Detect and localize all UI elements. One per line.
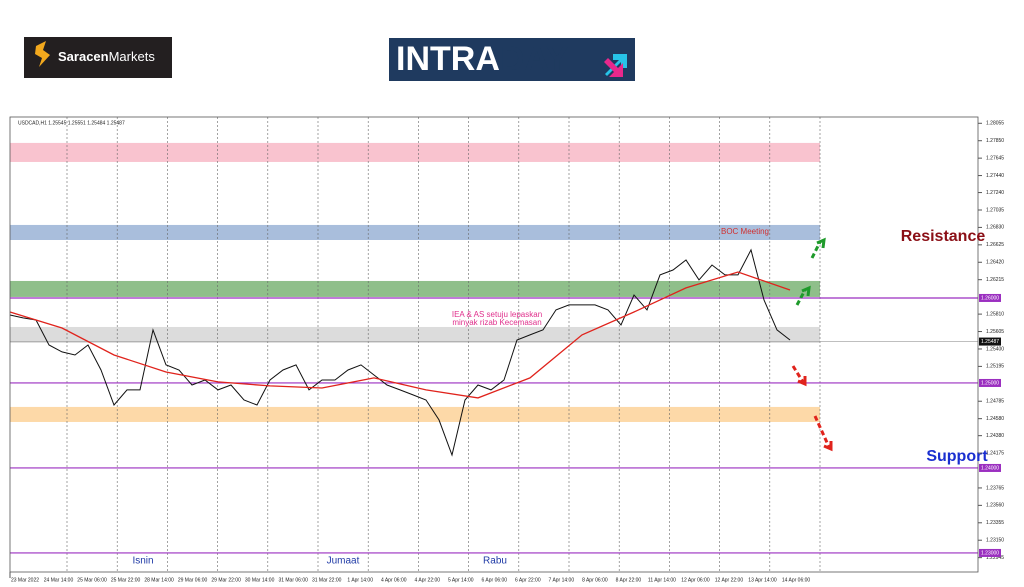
chart-header: USDCAD,H1 1.25545 1.25551 1.25484 1.2548… [18, 120, 125, 126]
badge-a: INTRA [396, 40, 500, 78]
y-tick-label: 1.23560 [986, 503, 1004, 509]
event-annotation: BOC Meeting [721, 227, 769, 236]
arrow-head [823, 441, 833, 452]
broker-name-b: Markets [109, 49, 156, 64]
x-tick-label: 31 Mar 06:00 [278, 577, 308, 583]
x-tick-label: 31 Mar 22:00 [312, 577, 342, 583]
x-tick-label: 6 Apr 22:00 [515, 577, 541, 583]
y-tick-label: 1.27850 [986, 138, 1004, 144]
broker-logo [24, 37, 172, 78]
x-tick-label: 11 Apr 14:00 [648, 577, 676, 583]
day-label: Isnin [132, 556, 153, 567]
y-tick-label: 1.24175 [986, 450, 1004, 456]
arrow-up [810, 241, 822, 259]
broker-icon [35, 41, 50, 67]
y-tick-label: 1.22945 [986, 555, 1004, 561]
badge-b-text: DAY [500, 40, 569, 78]
y-tick-label: 1.26420 [986, 260, 1004, 266]
y-tick-label: 1.24380 [986, 433, 1004, 439]
x-tick-label: 13 Apr 14:00 [748, 577, 777, 583]
x-tick-label: 30 Mar 14:00 [245, 577, 275, 583]
x-tick-label: 28 Mar 14:00 [144, 577, 174, 583]
zone [10, 142, 820, 162]
plot [9, 117, 978, 572]
zone [10, 280, 820, 297]
zone [10, 406, 820, 422]
badge-text: INTRADAY [396, 40, 569, 78]
y-tick-label: 1.25400 [986, 346, 1004, 352]
x-tick-label: 8 Apr 22:00 [616, 577, 642, 583]
x-tick-label: 12 Apr 06:00 [681, 577, 710, 583]
price-tag [979, 337, 1001, 346]
scenario-arrows [791, 237, 833, 452]
arrow-up [795, 289, 807, 306]
x-tick-label: 5 Apr 14:00 [448, 577, 474, 583]
zone [10, 326, 820, 343]
price-line [9, 248, 791, 457]
x-tick-label: 29 Mar 06:00 [178, 577, 208, 583]
x-tick-label: 8 Apr 06:00 [582, 577, 608, 583]
news-annotation: minyak rizab Kecemasan [452, 318, 541, 327]
level-label: 1.25000 [981, 380, 999, 386]
y-tick-label: 1.24785 [986, 399, 1004, 405]
y-tick-label: 1.25810 [986, 311, 1004, 317]
x-tick-label: 29 Mar 22:00 [211, 577, 241, 583]
moving-average [9, 271, 791, 399]
x-tick-label: 25 Mar 22:00 [111, 577, 141, 583]
x-tick-label: 1 Apr 14:00 [347, 577, 373, 583]
y-tick-label: 1.25605 [986, 329, 1004, 335]
level-tag [979, 293, 1001, 302]
badge-b: DAY [500, 40, 569, 78]
y-tick-label: 1.26215 [986, 277, 1004, 283]
badge-arrow-down [604, 58, 623, 77]
y-tick-label: 1.28055 [986, 121, 1004, 127]
y-tick-label: 1.23150 [986, 538, 1004, 544]
y-tick-label: 1.24580 [986, 416, 1004, 422]
y-tick-label: 1.27035 [986, 207, 1004, 213]
resistance-label: Resistance [901, 228, 986, 245]
arrow-down [791, 365, 805, 383]
x-tick-label: 24 Mar 14:00 [44, 577, 74, 583]
y-tick-label: 1.27645 [986, 155, 1004, 161]
day-label: Jumaat [327, 556, 360, 567]
y-tick-label: 1.27440 [986, 173, 1004, 179]
badge [389, 38, 635, 81]
x-tick-label: 12 Apr 22:00 [715, 577, 744, 583]
level-tag [979, 548, 1001, 557]
y-tick-label: 1.23765 [986, 485, 1004, 491]
y-tick-label: 1.25195 [986, 364, 1004, 370]
x-tick-label: 6 Apr 06:00 [482, 577, 508, 583]
broker-name-a: Saracen [58, 49, 109, 64]
news-annotation: IEA & AS setuju lepaskan [452, 310, 542, 319]
level-label: 1.24000 [981, 465, 999, 471]
x-tick-label: 4 Apr 06:00 [381, 577, 407, 583]
level-tag [979, 378, 1001, 387]
level-tag [979, 463, 1001, 472]
plot-frame [9, 116, 979, 573]
y-tick-label: 1.27240 [986, 190, 1004, 196]
arrow-head [801, 285, 811, 297]
arrow-head [816, 237, 826, 249]
x-tick-label: 23 Mar 2022 [11, 577, 39, 583]
y-tick-label: 1.26830 [986, 225, 1004, 231]
level-label: 1.23000 [981, 550, 999, 556]
badge-arrow-up [605, 54, 627, 76]
support-label: Support [926, 448, 988, 465]
x-tick-label: 7 Apr 14:00 [549, 577, 575, 583]
arrow-head [797, 376, 807, 387]
y-tick-label: 1.26625 [986, 242, 1004, 248]
zone [10, 224, 820, 240]
x-tick-label: 25 Mar 06:00 [77, 577, 107, 583]
x-tick-label: 14 Apr 06:00 [782, 577, 811, 583]
x-tick-label: 4 Apr 22:00 [414, 577, 440, 583]
day-label: Rabu [483, 556, 507, 567]
arrow-down [813, 415, 831, 448]
level-label: 1.26000 [981, 295, 999, 301]
broker-name: SaracenMarkets [58, 49, 155, 64]
y-tick-label: 1.23355 [986, 520, 1004, 526]
price-label: 1.25487 [981, 339, 999, 345]
